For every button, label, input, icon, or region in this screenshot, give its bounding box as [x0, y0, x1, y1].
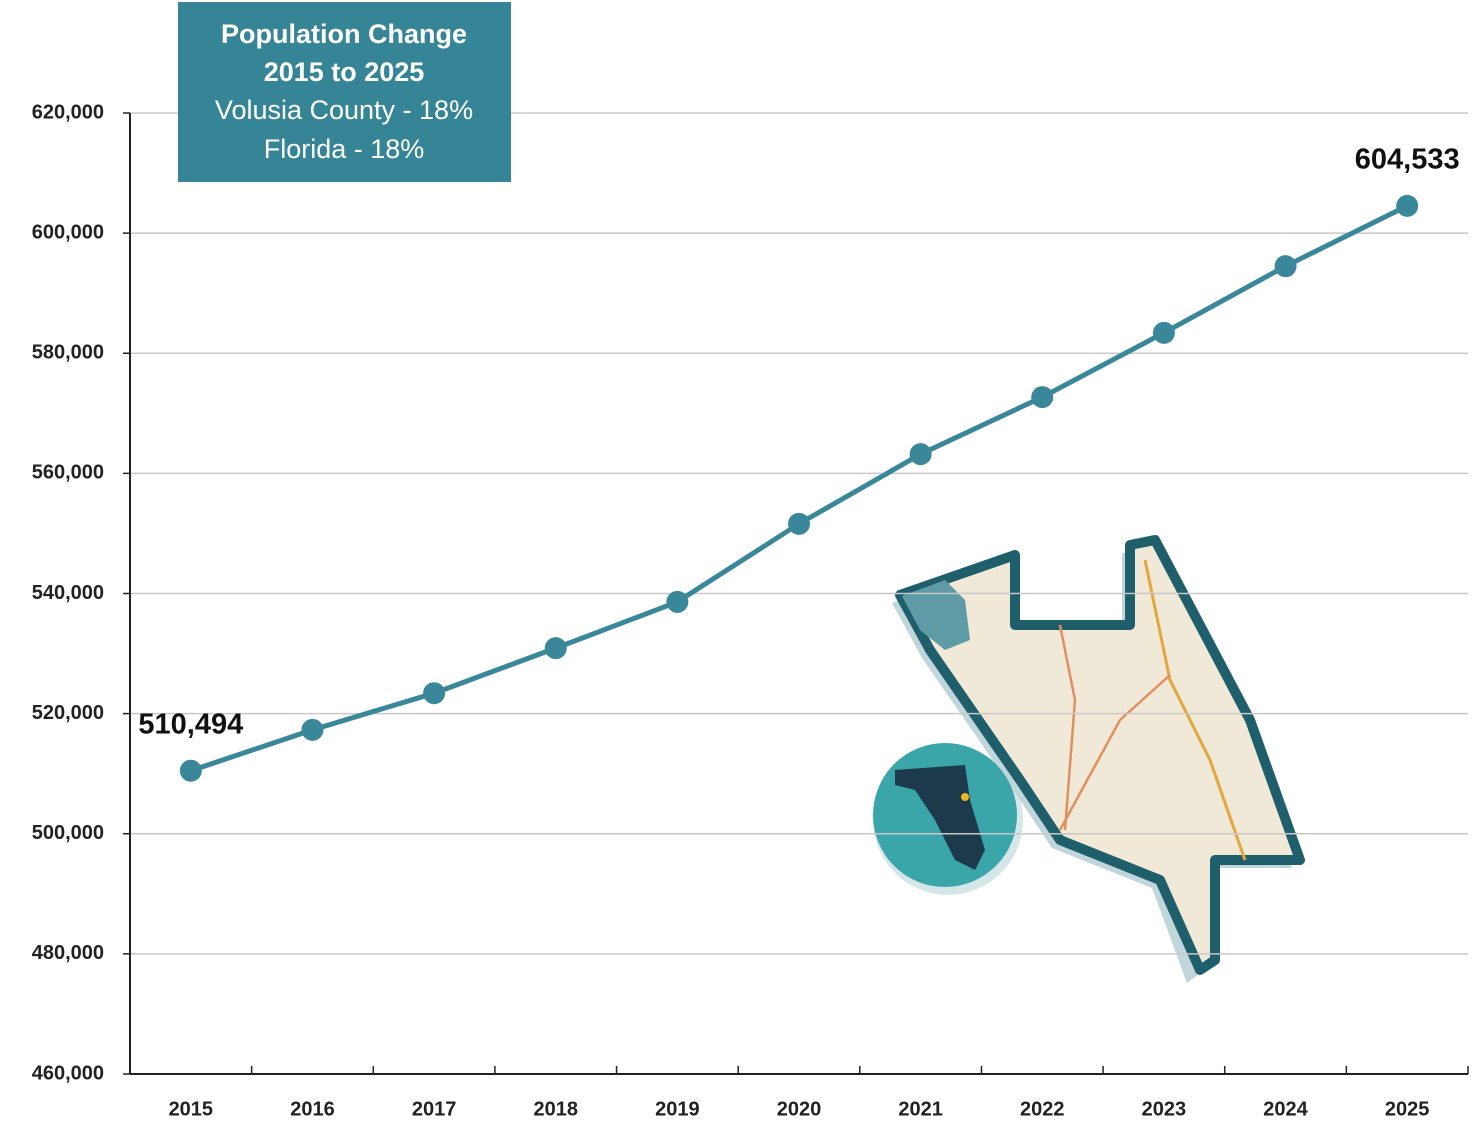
x-tick-label: 2025	[1385, 1098, 1430, 1120]
y-tick-label: 560,000	[32, 462, 104, 484]
annotation-box	[178, 2, 511, 182]
annotation-line: Volusia County - 18%	[215, 95, 473, 125]
annotation-title: Population Change	[221, 19, 467, 49]
x-tick-label: 2023	[1142, 1098, 1187, 1120]
data-point	[544, 637, 567, 660]
county-marker	[961, 793, 969, 801]
map-region	[902, 580, 970, 650]
data-point	[666, 590, 689, 613]
data-point	[423, 682, 446, 705]
data-label: 510,494	[138, 708, 243, 740]
florida-inset	[895, 765, 985, 870]
plot: 460,000 480,000 500,000 520,000 540,000 560,0…	[32, 101, 1469, 1120]
annotation-line: Florida - 18%	[264, 134, 425, 164]
x-tick-label: 2017	[412, 1098, 457, 1120]
data-point	[909, 443, 932, 466]
data-label: 604,533	[1355, 144, 1460, 176]
y-tick-label: 600,000	[32, 221, 104, 243]
data-point	[1031, 386, 1054, 409]
y-tick-label: 500,000	[32, 822, 104, 844]
road	[1058, 624, 1171, 831]
x-tick-label: 2016	[290, 1098, 335, 1120]
y-tick-label: 620,000	[32, 101, 104, 123]
x-tick-label: 2020	[777, 1098, 822, 1120]
y-tick-label: 580,000	[32, 342, 104, 364]
y-tick-label: 480,000	[32, 942, 104, 964]
x-tick-label: 2019	[655, 1098, 700, 1120]
y-tick-label: 520,000	[32, 702, 104, 724]
y-tick-label: 540,000	[32, 582, 104, 604]
annotation-title: 2015 to 2025	[264, 57, 425, 87]
x-tick-label: 2021	[898, 1098, 943, 1120]
data-point	[1396, 194, 1419, 217]
data-point	[301, 718, 324, 741]
x-tick-label: 2015	[169, 1098, 214, 1120]
x-tick-label: 2024	[1263, 1098, 1308, 1120]
data-point	[788, 512, 810, 535]
map-illustration	[873, 535, 1305, 983]
y-tick-label: 460,000	[32, 1062, 104, 1084]
data-point	[1152, 321, 1175, 344]
x-tick-label: 2018	[533, 1098, 578, 1120]
road	[1143, 559, 1247, 861]
x-tick-label: 2022	[1020, 1098, 1065, 1120]
data-point	[179, 759, 202, 782]
data-point	[1274, 255, 1297, 278]
